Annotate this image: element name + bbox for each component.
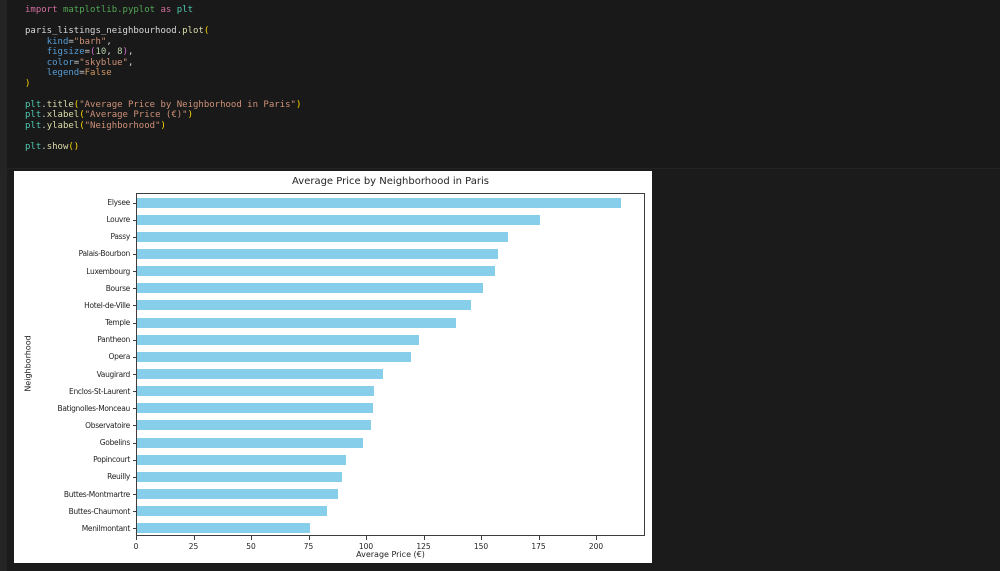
y-tick-mark: [133, 528, 136, 530]
chart-title: Average Price by Neighborhood in Paris: [292, 176, 489, 187]
code-line: plt.title("Average Price by Neighborhood…: [25, 99, 302, 110]
bar: [137, 489, 339, 500]
x-tick-mark: [596, 536, 597, 540]
y-tick-label: Popincourt: [93, 455, 130, 465]
code-line: paris_listings_neighbourhood.plot(: [25, 26, 210, 37]
code-line: [25, 132, 301, 143]
y-tick-mark: [133, 476, 136, 478]
bar: [137, 248, 499, 259]
y-tick-label: Reuilly: [107, 472, 130, 482]
x-tick-mark: [136, 536, 137, 540]
x-tick-label: 50: [246, 542, 256, 551]
y-tick-label: Temple: [105, 318, 130, 328]
bar: [137, 420, 371, 431]
x-tick-mark: [538, 536, 540, 540]
y-tick-mark: [133, 219, 136, 221]
y-tick-label: Observatoire: [85, 420, 130, 430]
x-tick-mark: [193, 536, 195, 540]
x-tick-label: 75: [303, 542, 314, 551]
code-line: color="skyblue",: [46, 57, 134, 68]
y-tick-mark: [133, 288, 136, 290]
y-tick-label: Enclos-St-Laurent: [69, 386, 130, 396]
x-tick-mark: [251, 536, 252, 540]
code-line: figsize=(10, 8),: [46, 47, 134, 58]
y-tick-mark: [133, 511, 136, 513]
y-tick-label: Opera: [108, 352, 131, 362]
y-tick-mark: [133, 408, 136, 410]
x-tick-label: 175: [531, 542, 546, 551]
y-tick-mark: [133, 425, 136, 427]
x-tick-mark: [366, 536, 367, 540]
y-tick-label: Gobelins: [99, 438, 131, 448]
bar: [137, 300, 471, 311]
y-tick-mark: [133, 236, 136, 238]
y-tick-mark: [133, 253, 136, 255]
bar: [137, 317, 456, 328]
y-tick-mark: [133, 322, 136, 324]
x-tick-label: 25: [188, 542, 199, 551]
figure: Average Price by Neighborhood in Paris A…: [14, 171, 652, 563]
x-tick-label: 125: [416, 542, 431, 551]
y-tick-mark: [133, 459, 136, 461]
code-line: plt.ylabel("Neighborhood"): [25, 121, 166, 132]
code-line: [25, 89, 301, 100]
code-line: plt.show(): [25, 142, 80, 153]
bar: [137, 266, 496, 277]
y-tick-label: Buttes-Chaumont: [68, 506, 131, 516]
x-tick-mark: [423, 536, 425, 540]
x-tick-label: 0: [133, 542, 139, 551]
bar: [137, 506, 328, 517]
y-tick-label: Passy: [110, 232, 130, 242]
y-tick-mark: [133, 271, 136, 273]
code-cell[interactable]: import matplotlib.pyplot as plt paris_li…: [7, 0, 1000, 169]
bar: [137, 471, 342, 482]
y-tick-mark: [133, 442, 136, 444]
bar: [137, 437, 363, 448]
y-tick-mark: [133, 305, 136, 307]
x-tick-label: 200: [588, 542, 604, 551]
code-line: legend=False: [46, 68, 112, 79]
y-tick-label: Palais-Bourbon: [78, 249, 131, 259]
y-tick-label: Elysee: [107, 198, 130, 207]
bar: [137, 454, 346, 465]
code-line: ): [25, 78, 31, 89]
left-gutter: [0, 0, 7, 571]
y-tick-label: Bourse: [105, 283, 131, 293]
code-editor[interactable]: import matplotlib.pyplot as plt paris_li…: [25, 5, 301, 153]
bar: [137, 369, 383, 379]
bar: [137, 403, 373, 414]
x-tick-mark: [308, 536, 310, 540]
x-tick-label: 100: [358, 542, 374, 551]
y-tick-mark: [133, 339, 136, 341]
x-tick-label: 150: [473, 542, 489, 551]
y-tick-label: Batignolles-Monceau: [57, 403, 131, 413]
y-tick-label: Buttes-Montmartre: [63, 489, 130, 499]
bar: [137, 334, 420, 345]
y-tick-label: Pantheon: [97, 335, 130, 345]
plot-area: [136, 193, 645, 536]
y-tick-mark: [133, 391, 136, 393]
x-tick-mark: [481, 536, 482, 540]
bar: [137, 351, 411, 362]
bar: [137, 283, 484, 294]
y-tick-mark: [133, 356, 136, 358]
x-axis-label: Average Price (€): [356, 550, 425, 559]
code-line: kind="barh",: [46, 36, 112, 47]
y-tick-mark: [133, 494, 136, 496]
bar: [137, 197, 622, 208]
bar: [137, 523, 310, 534]
bar: [137, 386, 374, 397]
code-line: [25, 16, 301, 27]
y-tick-label: Hotel-de-Ville: [84, 300, 130, 310]
code-line: import matplotlib.pyplot as plt: [25, 5, 194, 15]
bar: [137, 231, 509, 242]
y-tick-label: Louvre: [106, 215, 130, 225]
y-tick-mark: [133, 202, 136, 204]
y-tick-label: Vaugirard: [96, 369, 131, 379]
y-tick-mark: [133, 374, 136, 375]
bar: [137, 214, 541, 225]
code-line: plt.xlabel("Average Price (€)"): [25, 110, 193, 121]
y-tick-label: Menilmontant: [81, 523, 131, 533]
y-tick-label: Luxembourg: [86, 266, 130, 276]
